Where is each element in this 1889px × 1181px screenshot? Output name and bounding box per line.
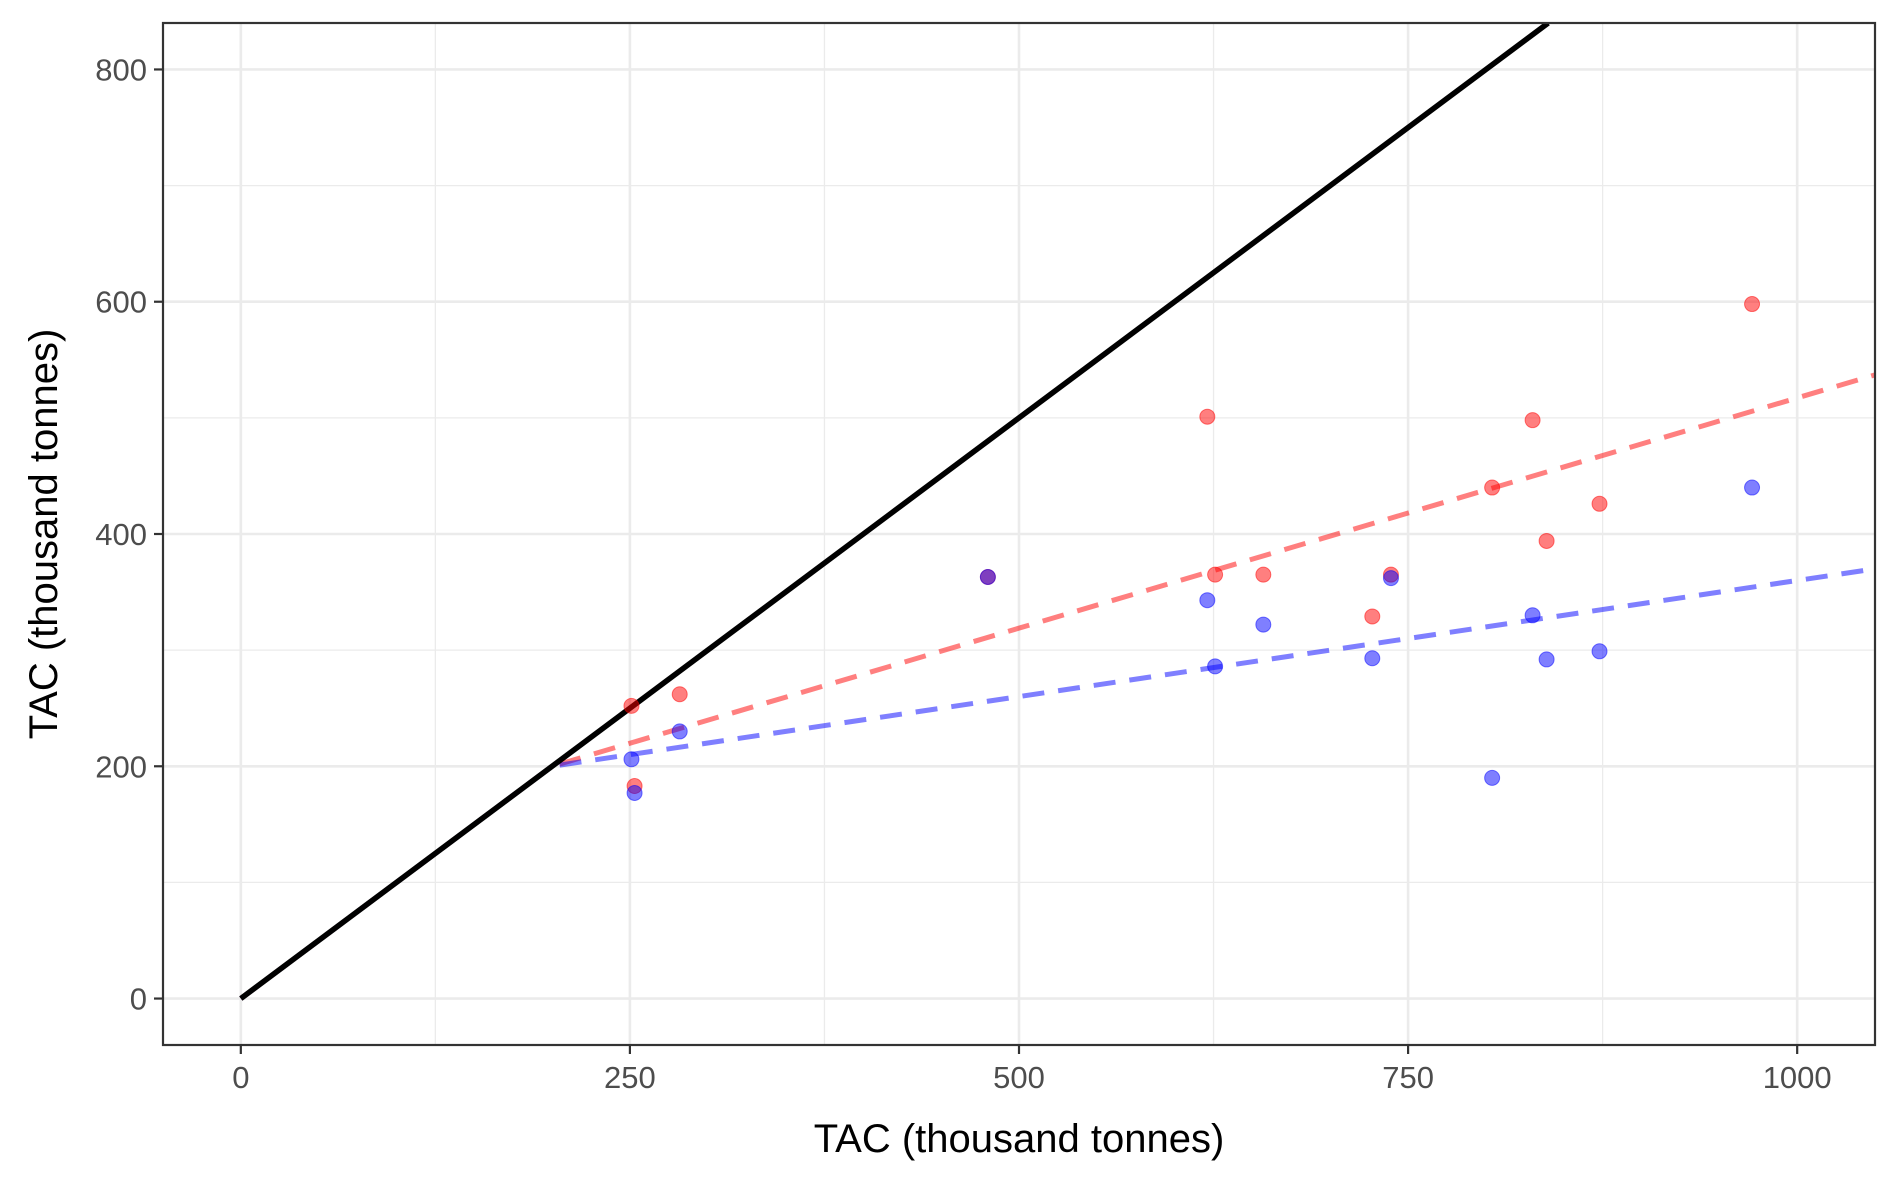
blue-data-point (626, 784, 643, 801)
x-axis-title: TAC (thousand tonnes) (814, 1117, 1225, 1161)
red-data-point (1484, 479, 1501, 496)
y-tick-label: 400 (95, 517, 147, 552)
blue-data-point (1538, 651, 1555, 668)
blue-data-point (1207, 658, 1224, 675)
x-tick-label: 0 (232, 1060, 249, 1095)
red-data-point (623, 697, 640, 714)
blue-data-point (1524, 607, 1541, 624)
data-points (623, 296, 1761, 801)
red-data-point (1255, 566, 1272, 583)
blue-data-point (1199, 592, 1216, 609)
red-data-point (1538, 532, 1555, 549)
red-data-point (1199, 408, 1216, 425)
major-gridlines (163, 23, 1875, 1045)
red-data-point (1744, 296, 1761, 313)
x-tick-label: 250 (604, 1060, 656, 1095)
blue-data-point (1364, 650, 1381, 667)
blue-data-point (1484, 769, 1501, 786)
blue-data-point (1591, 643, 1608, 660)
blue-data-point (1382, 570, 1399, 587)
blue-data-point (1744, 479, 1761, 496)
y-axis-ticks: 0 200 400 600 800 (95, 52, 163, 1017)
red-dashed-fit-line (239, 372, 1875, 1001)
red-data-point (1524, 412, 1541, 429)
y-tick-label: 0 (130, 982, 147, 1017)
red-data-point (1591, 495, 1608, 512)
x-tick-label: 1000 (1763, 1060, 1832, 1095)
y-tick-label: 800 (95, 52, 147, 87)
identity-line (239, 23, 1550, 1001)
x-tick-label: 500 (993, 1060, 1045, 1095)
blue-dashed-fit-line (239, 566, 1875, 1001)
blue-data-point (1255, 616, 1272, 633)
fit-lines (239, 23, 1875, 1001)
x-axis-ticks: 0 250 500 750 1000 (232, 1045, 1832, 1095)
y-axis-title: TAC (thousand tonnes) (22, 329, 66, 740)
blue-data-point (623, 751, 640, 768)
blue-data-point (671, 723, 688, 740)
red-data-point (1207, 566, 1224, 583)
x-tick-label: 750 (1382, 1060, 1434, 1095)
y-tick-label: 200 (95, 749, 147, 784)
blue-data-point (979, 568, 996, 585)
y-tick-label: 600 (95, 285, 147, 320)
red-data-point (1364, 608, 1381, 625)
red-data-point (671, 686, 688, 703)
